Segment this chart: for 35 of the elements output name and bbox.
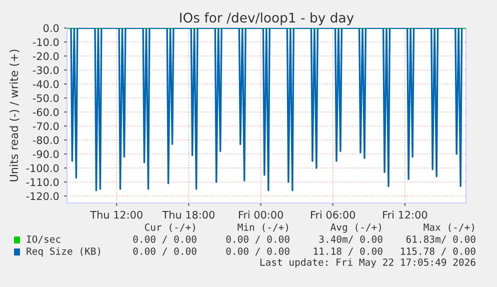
y-tick-label: -50.0 [32,94,59,102]
text: 11.18 / 0.00 [314,247,382,256]
text: 0.00 / 0.00 [133,247,196,256]
y-tick-label: -70.0 [32,122,59,130]
y-tick-label: -110.0 [26,178,59,186]
x-tick-label: Fri 06:00 [311,210,356,219]
text: Last update: Fri May 22 17:05:49 2026 [260,258,476,268]
y-tick-label: -40.0 [32,80,59,88]
x-tick-label: Fri 12:00 [383,210,428,219]
text: 0.00 / 0.00 [133,235,196,244]
y-tick-label: -120.0 [26,192,59,200]
x-tick-label: Fri 00:00 [238,210,283,219]
text: 0.00 / 0.00 [226,235,290,244]
y-axis-title: Units read (-) / write (+) [9,50,20,182]
legend-label: IO/sec [26,235,60,244]
y-tick-label: -30.0 [32,66,59,74]
x-tick-label: Thu 18:00 [162,210,214,219]
text: 61.83m/ 0.00 [406,235,476,244]
y-tick-label: 0.0 [43,24,59,32]
text: Max (-/+) [424,223,474,232]
text: Cur (-/+) [144,223,195,232]
text: 3.40m/ 0.00 [319,235,382,244]
x-tick-label: Thu 12:00 [90,210,142,219]
y-tick-label: -100.0 [26,164,59,172]
y-tick-label: -90.0 [32,150,59,158]
text: 115.78 / 0.00 [401,247,476,256]
text: 0.00 / 0.00 [226,247,290,256]
y-tick-label: -60.0 [32,108,59,116]
text: Avg (-/+) [330,223,381,233]
text: Min (-/+) [238,223,288,232]
y-tick-label: -80.0 [32,136,59,144]
chart-title: IOs for /dev/loop1 - by day [180,12,354,26]
legend-label: Req Size (KB) [26,247,100,257]
y-tick-label: -20.0 [32,52,59,60]
y-tick-label: -10.0 [32,38,59,46]
